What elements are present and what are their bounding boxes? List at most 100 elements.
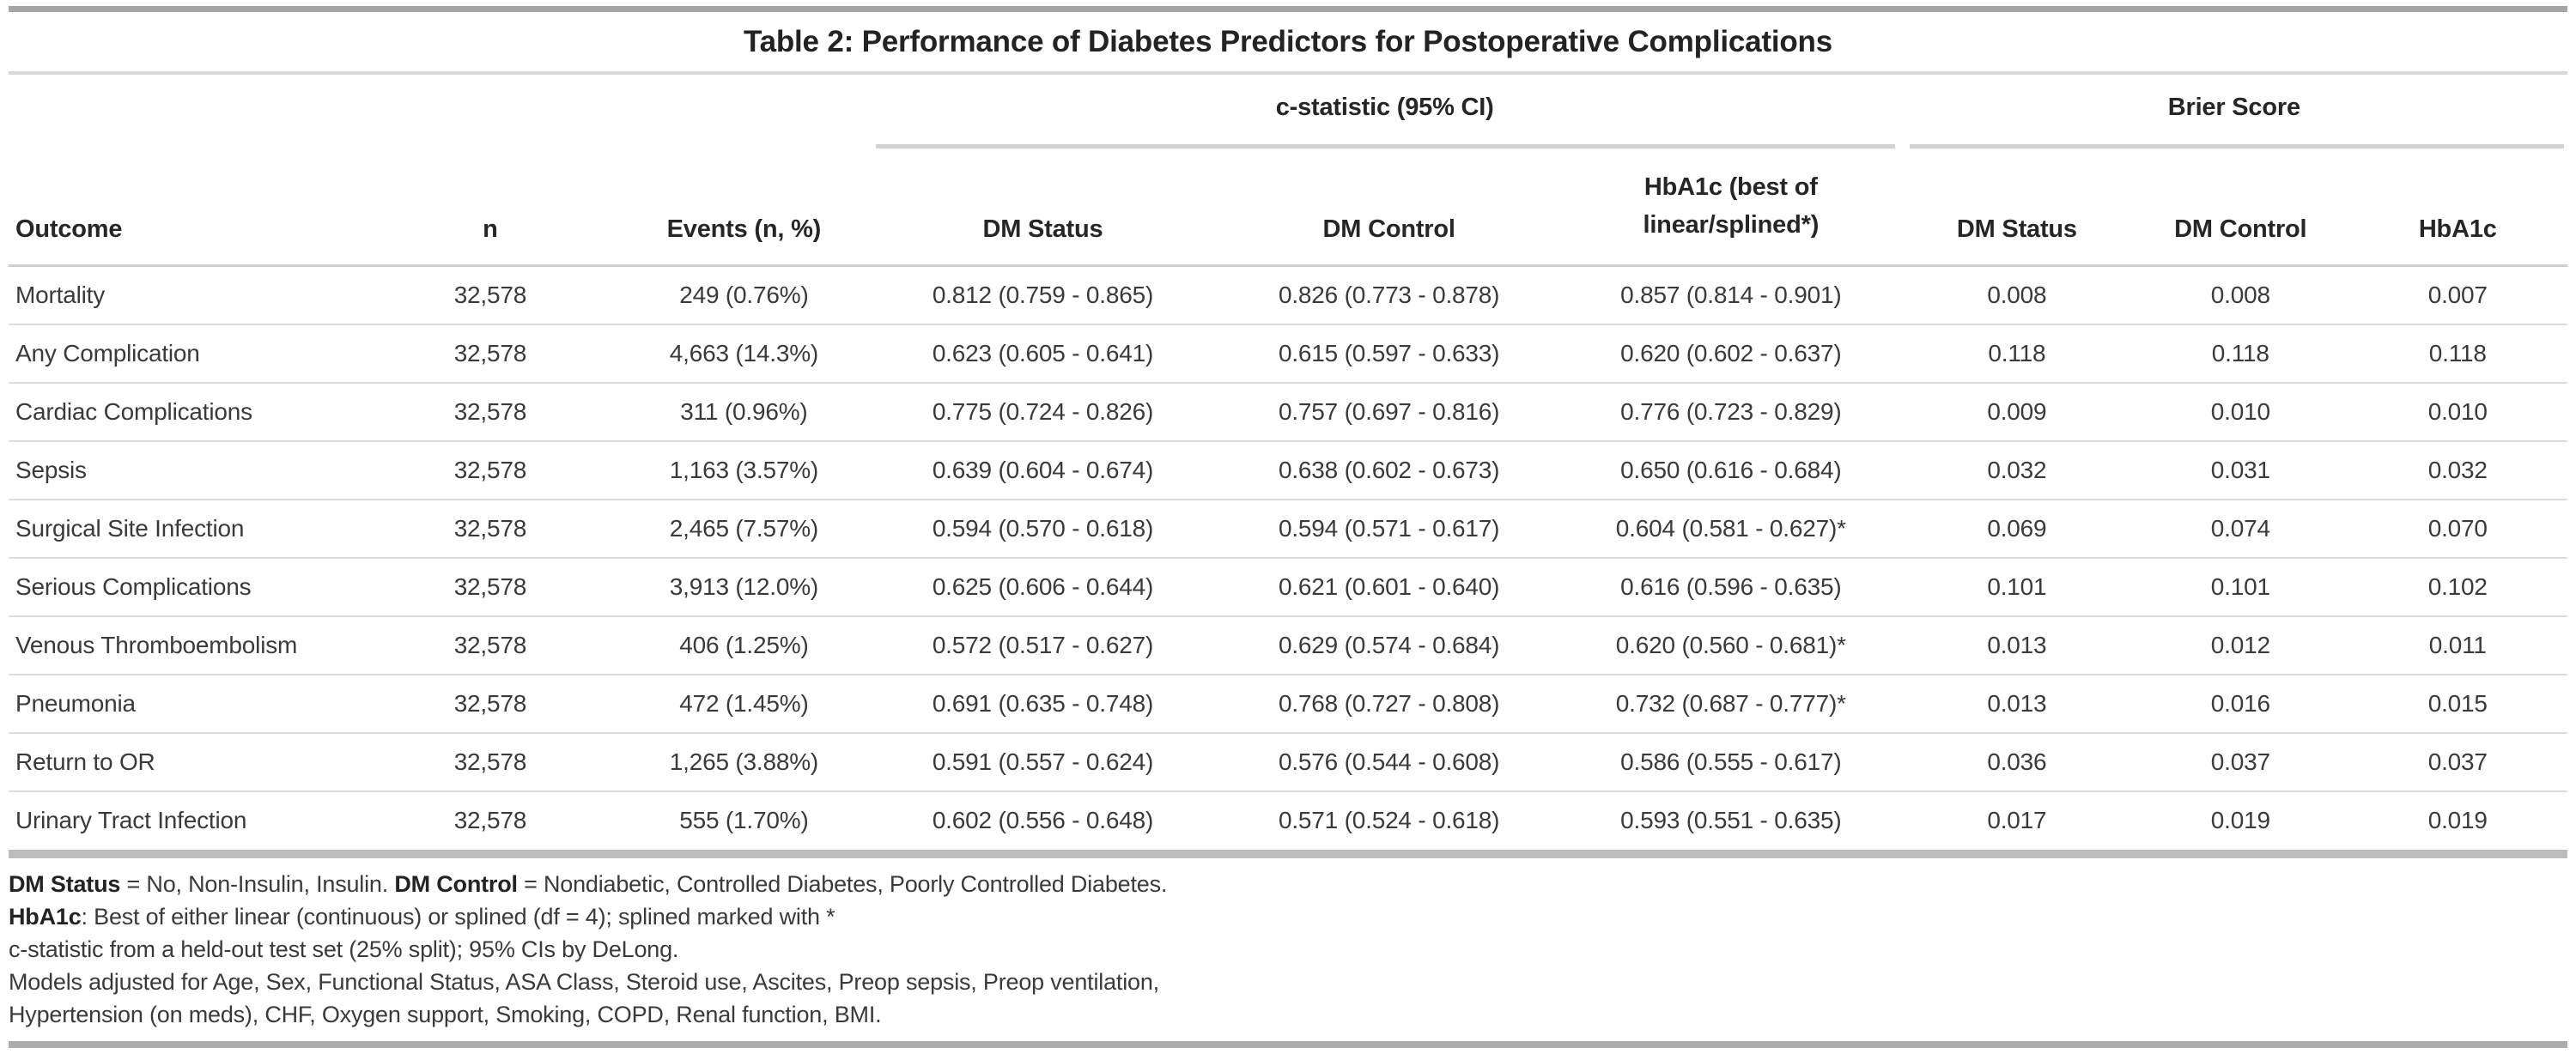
column-header-cstat-dm-control: DM Control [1217, 148, 1561, 267]
events-cell: 1,163 (3.57%) [619, 439, 869, 500]
group-header-spacer [9, 75, 869, 148]
cstat-dm-control-cell: 0.615 (0.597 - 0.633) [1217, 323, 1561, 383]
n-cell: 32,578 [361, 439, 620, 500]
n-cell: 32,578 [453, 281, 527, 308]
table-row: Venous Thromboembolism 32,578 406 (1.25%… [9, 615, 2567, 675]
table-bottom-divider [9, 849, 2567, 858]
cstat-dm-status-cell: 0.602 (0.556 - 0.648) [868, 790, 1218, 850]
brier-dm-status-cell: 0.013 [1900, 615, 2134, 675]
column-header-cstat-dm-status: DM Status [868, 148, 1218, 267]
footnote-adjustments-2: Hypertension (on meds), CHF, Oxygen supp… [9, 1001, 882, 1027]
brier-group-label: Brier Score [2167, 94, 2300, 121]
group-header-row: c-statistic (95% CI) Brier Score [9, 75, 2567, 148]
n-cell: 32,578 [361, 790, 620, 850]
events-cell: 555 (1.70%) [619, 790, 869, 850]
cstat-hba1c-cell: 0.620 (0.602 - 0.637) [1560, 323, 1901, 383]
n-cell: 32,578 [361, 731, 620, 791]
column-header-cstat-hba1c: HbA1c (best of linear/splined*) [1560, 148, 1901, 267]
cstat-hba1c-cell: 0.616 (0.596 - 0.635) [1560, 556, 1901, 616]
cstat-hba1c-label: HbA1c (best of linear/splined*) [1643, 173, 1820, 239]
footnote-hba1c-term: HbA1c [9, 903, 82, 930]
brier-hba1c-cell: 0.118 [2348, 323, 2567, 383]
brier-dm-control-cell: 0.010 [2133, 381, 2348, 441]
outcome-cell: Surgical Site Infection [9, 498, 361, 558]
outcome-cell: Serious Complications [9, 556, 361, 616]
events-cell: 311 (0.96%) [619, 381, 869, 441]
footnote-adjustments-1: Models adjusted for Age, Sex, Functional… [9, 968, 1159, 995]
brier-dm-status-cell: 0.118 [1900, 323, 2134, 383]
column-header-brier-dm-status: DM Status [1900, 148, 2134, 267]
column-header-brier-hba1c: HbA1c [2348, 148, 2567, 267]
group-header-brier: Brier Score [1901, 75, 2567, 148]
cstat-dm-control-cell: 0.757 (0.697 - 0.816) [1217, 381, 1561, 441]
cstat-dm-status-cell: 0.591 (0.557 - 0.624) [868, 731, 1218, 791]
outcome-cell: Any Complication [9, 323, 361, 383]
brier-dm-control-cell: 0.031 [2133, 439, 2348, 500]
table-row: Return to OR 32,578 1,265 (3.88%) 0.591 … [9, 731, 2567, 791]
brier-dm-control-cell: 0.037 [2133, 731, 2348, 791]
cstat-dm-status-cell: 0.812 (0.759 - 0.865) [932, 281, 1154, 308]
n-cell: 32,578 [361, 323, 620, 383]
top-border-bar [9, 6, 2567, 12]
outcome-cell: Pneumonia [9, 673, 361, 733]
footnote-dm-status-term: DM Status [9, 870, 121, 897]
column-header-events: Events (n, %) [619, 148, 869, 267]
table-row: Pneumonia 32,578 472 (1.45%) 0.691 (0.63… [9, 673, 2567, 733]
brier-dm-control-cell: 0.101 [2133, 556, 2348, 616]
brier-hba1c-cell: 0.037 [2348, 731, 2567, 791]
cstat-hba1c-cell: 0.586 (0.555 - 0.617) [1560, 731, 1901, 791]
table-row: Sepsis 32,578 1,163 (3.57%) 0.639 (0.604… [9, 439, 2567, 500]
outcome-cell: Mortality [15, 281, 105, 308]
brier-dm-control-cell: 0.118 [2133, 323, 2348, 383]
bottom-border-bar [9, 1040, 2567, 1048]
brier-group-underline [1909, 144, 2564, 148]
outcome-cell: Return to OR [9, 731, 361, 791]
n-cell: 32,578 [361, 615, 620, 675]
table-row: Surgical Site Infection 32,578 2,465 (7.… [9, 498, 2567, 558]
events-cell: 249 (0.76%) [679, 281, 809, 308]
brier-hba1c-cell: 0.015 [2348, 673, 2567, 733]
n-cell: 32,578 [361, 556, 620, 616]
cstat-hba1c-cell: 0.650 (0.616 - 0.684) [1560, 439, 1901, 500]
cstat-dm-control-cell: 0.594 (0.571 - 0.617) [1217, 498, 1561, 558]
cstat-dm-status-cell: 0.594 (0.570 - 0.618) [868, 498, 1218, 558]
brier-dm-status-cell: 0.013 [1900, 673, 2134, 733]
outcome-cell: Sepsis [9, 439, 361, 500]
brier-dm-status-cell: 0.008 [1987, 281, 2047, 308]
cstat-dm-status-cell: 0.775 (0.724 - 0.826) [868, 381, 1218, 441]
brier-hba1c-cell: 0.011 [2348, 615, 2567, 675]
cstat-hba1c-cell: 0.857 (0.814 - 0.901) [1620, 281, 1842, 308]
results-table: c-statistic (95% CI) Brier Score Outcome… [9, 75, 2567, 850]
cstat-hba1c-cell: 0.732 (0.687 - 0.777)* [1560, 673, 1901, 733]
table-row: Urinary Tract Infection 32,578 555 (1.70… [9, 790, 2567, 850]
cstat-dm-status-cell: 0.691 (0.635 - 0.748) [868, 673, 1218, 733]
cstat-dm-control-cell: 0.768 (0.727 - 0.808) [1217, 673, 1561, 733]
footnote-definitions: DM Status = No, Non-Insulin, Insulin. DM… [9, 870, 1168, 897]
brier-dm-control-cell: 0.074 [2133, 498, 2348, 558]
cstat-dm-status-cell: 0.572 (0.517 - 0.627) [868, 615, 1218, 675]
outcome-cell: Cardiac Complications [9, 381, 361, 441]
cstatistic-group-label: c-statistic (95% CI) [1275, 94, 1494, 121]
title-divider [9, 71, 2567, 75]
cstat-hba1c-cell: 0.620 (0.560 - 0.681)* [1560, 615, 1901, 675]
table-row: Any Complication 32,578 4,663 (14.3%) 0.… [9, 323, 2567, 383]
group-header-cstatistic: c-statistic (95% CI) [869, 75, 1901, 148]
cstat-dm-control-cell: 0.571 (0.524 - 0.618) [1217, 790, 1561, 850]
brier-hba1c-cell: 0.019 [2348, 790, 2567, 850]
events-cell: 4,663 (14.3%) [619, 323, 869, 383]
n-cell: 32,578 [361, 381, 620, 441]
outcome-cell: Venous Thromboembolism [9, 615, 361, 675]
brier-hba1c-cell: 0.070 [2348, 498, 2567, 558]
n-cell: 32,578 [361, 498, 620, 558]
footnote-hba1c: HbA1c: Best of either linear (continuous… [9, 903, 835, 930]
events-cell: 3,913 (12.0%) [619, 556, 869, 616]
cstat-dm-status-cell: 0.639 (0.604 - 0.674) [868, 439, 1218, 500]
cstat-dm-control-cell: 0.621 (0.601 - 0.640) [1217, 556, 1561, 616]
brier-dm-control-cell: 0.012 [2133, 615, 2348, 675]
footnote-dm-control-term: DM Control [394, 870, 518, 897]
table-row: Mortality 32,578 249 (0.76%) 0.812 (0.75… [9, 266, 2567, 324]
brier-dm-status-cell: 0.036 [1900, 731, 2134, 791]
brier-dm-status-cell: 0.032 [1900, 439, 2134, 500]
cstat-dm-status-cell: 0.623 (0.605 - 0.641) [868, 323, 1218, 383]
